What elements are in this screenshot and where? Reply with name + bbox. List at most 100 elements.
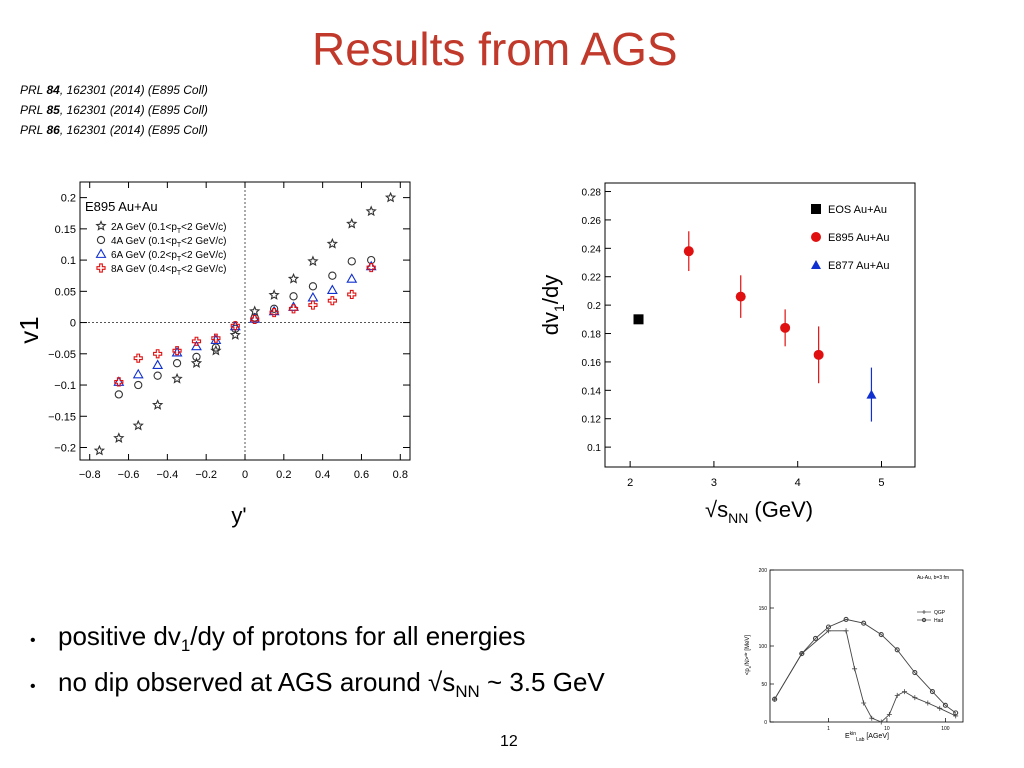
chart1-point [211,333,221,343]
chart3-point [937,705,943,711]
chart3-point [886,711,892,717]
bullet-marker: • [30,678,36,696]
chart1-legend-label: 4A GeV (0.1<pT<2 GeV/c) [111,236,226,249]
chart3-point [869,715,875,721]
chart2-ytick-label: 0.22 [582,273,602,284]
chart1-xtick-label: 0.2 [276,469,291,481]
chart1-ylabel: v1 [14,316,44,343]
chart1-point [347,257,356,266]
chart1-point [308,300,318,310]
chart1-point [152,399,164,410]
chart3-title: Au-Au, b=3 fm [917,575,949,581]
chart2-legend-marker [811,260,821,269]
chart1-ytick-label: −0.1 [54,380,76,392]
chart2-xtick-label: 4 [795,477,801,489]
chart1-point [93,444,106,456]
chart1-point [134,380,143,390]
directed-flow-model-chart: Au-Au, b=3 fm QGP Had EkinLab [AGeV] <px/… [743,568,964,743]
bullet-item: • no dip observed at AGS around √sNN ~ 3… [30,664,605,710]
chart1-point [171,372,183,384]
chart1-point [192,352,201,362]
chart1-legend-marker [95,248,107,258]
chart1-point [289,292,298,301]
chart3-point [953,710,959,716]
chart1-xlabel: y' [231,503,246,528]
chart1-point [288,304,299,314]
chart1-xtick-label: −0.8 [79,469,101,481]
reference-item: PRL 84, 162301 (2014) (E895 Coll) [20,83,208,97]
chart2-ytick-label: 0.2 [587,301,601,312]
chart2-xlabel: √sNN (GeV) [705,497,813,526]
chart1-point [288,301,299,311]
chart1-ytick-label: −0.2 [54,443,76,455]
chart2-legend-marker [811,204,821,214]
chart1-point [132,368,144,379]
chart1-point [172,346,182,356]
chart1-xtick-label: 0.4 [315,469,330,481]
chart1-point [113,376,125,386]
reference-list: PRL 84, 162301 (2014) (E895 Coll) PRL 85… [20,80,208,140]
chart3-point [852,666,858,672]
chart1-xtick-label: −0.4 [156,469,178,481]
chart1-ytick-label: 0.15 [55,224,76,236]
chart1-point [114,390,123,399]
chart1-point [229,329,241,340]
chart3-point [861,700,867,706]
chart2-ytick-label: 0.14 [582,386,602,397]
chart3-legend: QGP Had [917,610,946,624]
chart3-ytick-label: 150 [759,606,768,612]
chart1-ytick-label: 0.1 [61,255,76,267]
chart1-point [133,353,143,363]
chart1-ytick-label: 0 [70,318,76,330]
chart1-legend-label: 2A GeV (0.1<pT<2 GeV/c) [111,222,226,235]
chart1-point [346,273,358,283]
chart1-point [327,296,337,306]
chart2-legend: EOS Au+Au E895 Au+Au E877 Au+Au [811,204,889,272]
chart3-point [878,719,884,725]
chart2-xtick-label: 3 [711,477,717,489]
chart3-point [953,713,959,719]
chart2-point [866,389,877,399]
chart1-point [384,191,397,203]
chart3-ytick-label: 50 [761,682,767,688]
chart1-point [346,217,358,229]
chart1-point [172,359,182,368]
chart1-point [132,419,144,431]
chart2-point [735,291,746,302]
chart2-frame [604,182,916,468]
chart3-ytick-label: 0 [764,720,767,726]
chart1-legend-marker [96,235,106,245]
chart3-point [894,692,900,698]
chart1-point [347,289,357,300]
chart2-legend-marker [811,232,821,242]
chart2-xtick-label: 2 [627,477,633,489]
chart3-point [843,628,849,634]
chart3-point [799,651,805,657]
chart3-xtick-label: 100 [941,726,950,732]
chart2-point [813,349,824,360]
chart2-legend-label: E877 Au+Au [828,260,889,272]
dv1dy-vs-energy-chart: EOS Au+Au E895 Au+Au E877 Au+Au √sNN (GeV)… [538,182,916,526]
chart3-xlabel: EkinLab [AGeV] [845,731,889,743]
reference-item: PRL 85, 162301 (2014) (E895 Coll) [20,103,208,117]
slide-title: Results from AGS [312,23,678,75]
chart3-point [925,700,931,706]
chart2-point [683,246,694,257]
chart1-point [326,284,338,295]
chart1-xtick-label: −0.6 [118,469,140,481]
chart1-point [190,357,203,368]
chart2-ylabel: dv1/dy [538,275,567,335]
chart1-legend-marker [95,220,107,231]
chart1-xtick-label: −0.2 [195,469,217,481]
chart2-ytick-label: 0.1 [587,443,601,454]
chart3-point [843,616,849,622]
chart2-ytick-label: 0.18 [582,330,602,341]
chart1-point [153,349,163,359]
chart1-title: E895 Au+Au [85,199,158,214]
chart1-legend-marker [96,263,106,273]
chart3-ytick-label: 100 [759,644,768,650]
chart2-point [780,322,791,333]
chart2-ytick-label: 0.28 [582,188,602,199]
chart3-point [861,620,867,626]
chart2-ytick-label: 0.16 [582,358,602,369]
